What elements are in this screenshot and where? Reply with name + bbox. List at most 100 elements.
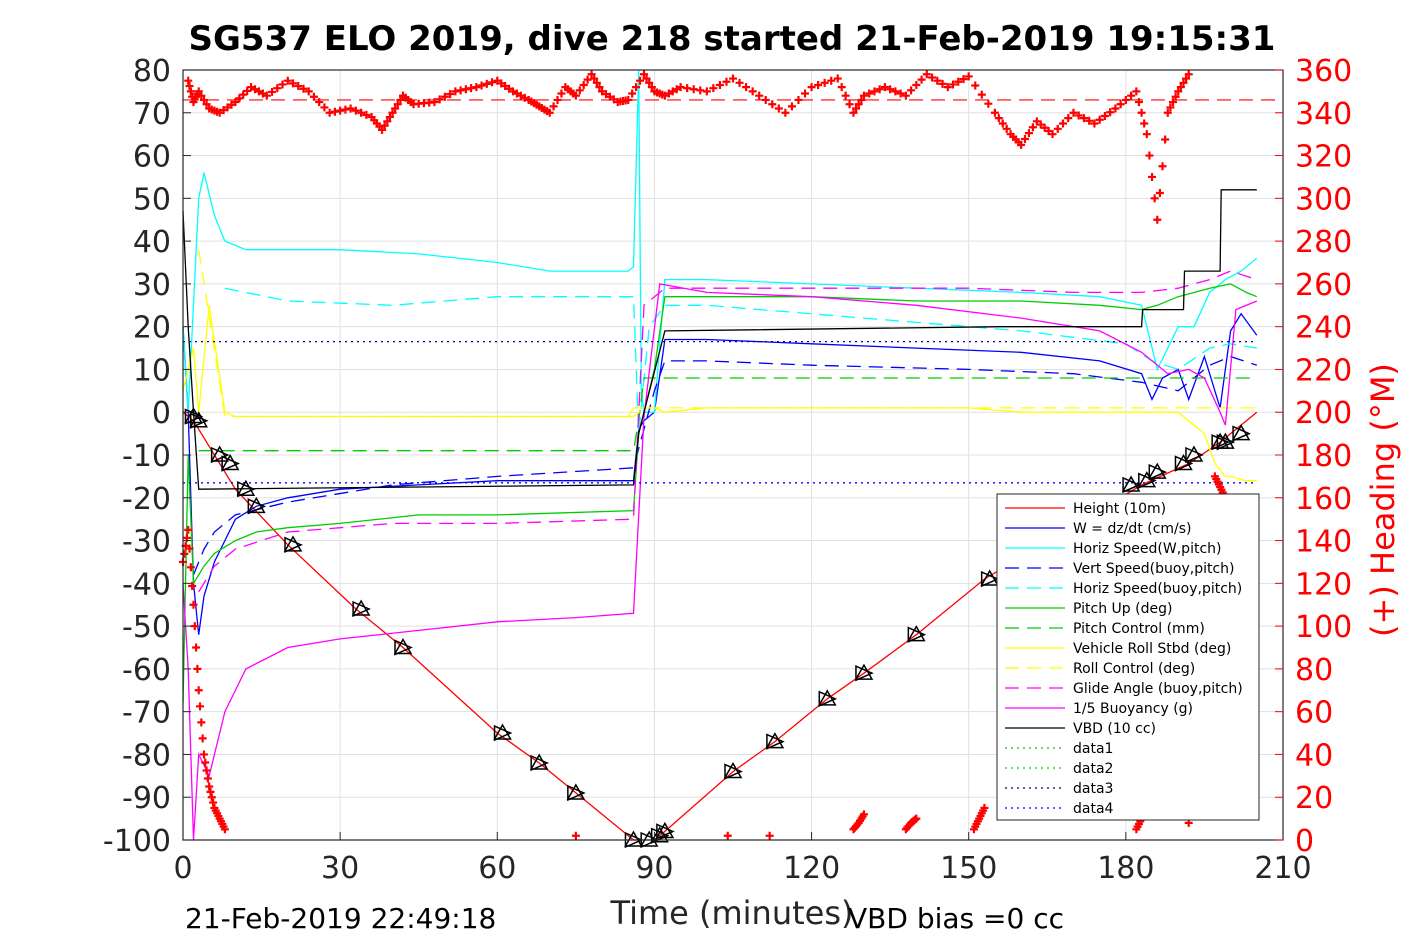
heading-point (278, 80, 287, 89)
y-tick-label: 30 (133, 268, 171, 303)
legend-entry: 1/5 Buoyancy (g) (1073, 701, 1193, 717)
legend-entry: Horiz Speed(W,pitch) (1073, 541, 1221, 557)
heading-point (857, 95, 866, 104)
heading-point (571, 831, 580, 840)
heading-point (209, 798, 218, 807)
heading-point (886, 85, 895, 94)
triangle-marker (284, 536, 303, 553)
heading-point (980, 803, 989, 812)
legend-entry: Height (10m) (1073, 501, 1166, 517)
heading-point (854, 100, 863, 109)
triangle-marker (221, 455, 241, 472)
heading-point (1179, 78, 1188, 87)
heading-point (801, 89, 810, 98)
heading-point (488, 78, 497, 87)
triangle-marker (980, 570, 1000, 588)
heading-point (299, 84, 308, 93)
heading-point (1079, 114, 1088, 123)
heading-point (1095, 115, 1104, 124)
heading-point (998, 119, 1007, 128)
y-tick-label: -70 (122, 696, 171, 731)
heading-point (388, 108, 397, 117)
heading-point (933, 76, 942, 85)
heading-point (938, 79, 947, 88)
heading-point (201, 758, 210, 767)
heading-point (315, 98, 324, 107)
heading-point (1155, 188, 1164, 197)
heading-point (185, 82, 194, 91)
heading-point (1176, 83, 1185, 92)
heading-point (180, 549, 189, 558)
heading-point (199, 95, 208, 104)
legend-entry: data4 (1073, 801, 1114, 817)
heading-point (922, 70, 931, 79)
tick-labels: 0 30 60 90 120 150 180 21080706050403020100-10-… (103, 54, 1352, 886)
heading-point (859, 810, 868, 819)
heading-point (1002, 124, 1011, 133)
y-tick-label: -80 (122, 738, 171, 773)
heading-point (827, 76, 836, 85)
heading-point (820, 78, 829, 87)
heading-point (755, 91, 764, 100)
heading-point (768, 100, 777, 109)
heading-point (845, 100, 854, 109)
heading-point (833, 74, 842, 83)
heading-point (1127, 91, 1136, 100)
heading-point (1064, 114, 1073, 123)
heading-point (994, 114, 1003, 123)
y-tick-label: 80 (133, 54, 171, 89)
heading-point (289, 79, 297, 88)
x-tick-label: 150 (940, 851, 997, 886)
heading-point (787, 102, 796, 111)
series-line (198, 377, 1257, 452)
heading-point (196, 702, 205, 711)
heading-point (943, 83, 952, 92)
triangle-marker (766, 733, 785, 750)
triangle-marker (530, 754, 550, 772)
heading-point (1169, 98, 1177, 107)
heading-point (954, 77, 963, 86)
heading-point (849, 108, 858, 117)
y-right-tick-label: 80 (1295, 653, 1333, 688)
heading-point (207, 793, 216, 802)
triangle-marker (189, 412, 209, 429)
heading-point (722, 77, 731, 86)
heading-point (628, 89, 637, 98)
heading-point (188, 582, 197, 591)
heading-point (794, 95, 803, 104)
heading-point (928, 73, 937, 82)
heading-point (206, 787, 215, 796)
heading-point (912, 80, 921, 89)
y-tick-label: 40 (133, 225, 171, 260)
heading-point (320, 103, 329, 112)
y-tick-label: 50 (133, 182, 171, 217)
y-right-tick-label: 120 (1295, 567, 1352, 602)
heading-point (579, 80, 588, 89)
legend-entry: Roll Control (deg) (1073, 661, 1195, 677)
heading-point (781, 108, 790, 117)
triangle-marker (907, 626, 927, 643)
heading-point (194, 87, 203, 96)
heading-point (748, 87, 757, 96)
x-tick-label: 180 (1097, 851, 1154, 886)
triangle-marker (237, 481, 256, 498)
heading-point (205, 782, 214, 791)
heading-point (1059, 119, 1067, 128)
legend-entry: Glide Angle (buoy,pitch) (1073, 681, 1243, 697)
x-tick-label: 90 (635, 851, 673, 886)
heading-point (865, 89, 874, 98)
heading-point (1048, 130, 1057, 139)
series-line (182, 189, 1257, 490)
heading-point (482, 79, 491, 88)
heading-point (971, 81, 980, 90)
heading-point (1132, 87, 1141, 96)
y-tick-label: -40 (122, 567, 171, 602)
heading-point (959, 75, 968, 84)
heading-point (814, 80, 823, 89)
heading-point (202, 100, 211, 109)
y-tick-label: 70 (133, 97, 171, 132)
heading-point (1161, 135, 1170, 144)
heading-point (189, 600, 198, 609)
heading-point (949, 80, 957, 89)
heading-point (1163, 108, 1172, 117)
